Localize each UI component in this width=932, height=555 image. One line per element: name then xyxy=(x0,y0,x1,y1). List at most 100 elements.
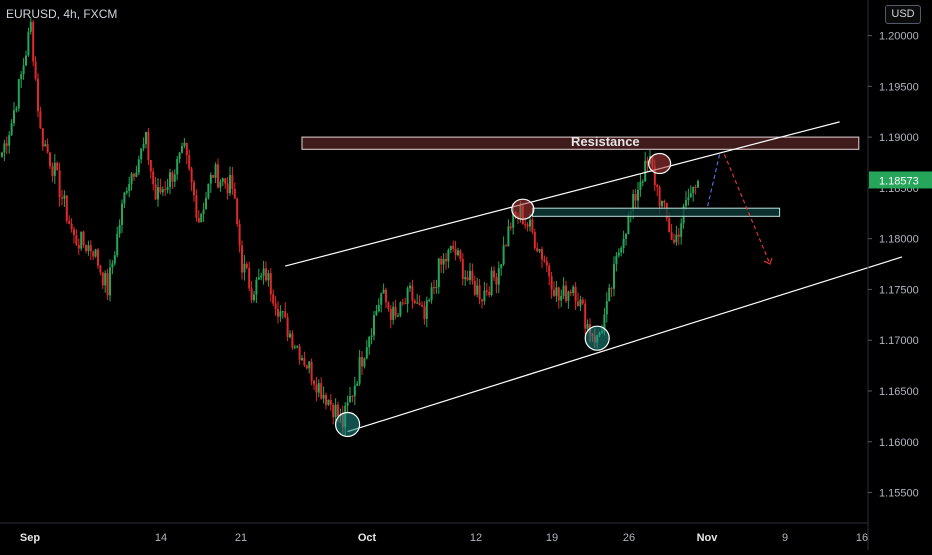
swing-high-marker[interactable] xyxy=(647,152,672,175)
swing-low-marker[interactable] xyxy=(584,325,610,351)
swing-high-marker[interactable] xyxy=(511,198,535,220)
candle-body xyxy=(615,255,618,265)
candle-body xyxy=(461,259,464,280)
candle-body xyxy=(41,128,44,147)
candle-body xyxy=(478,285,481,300)
candle-body xyxy=(471,270,474,281)
candle-body xyxy=(77,244,80,249)
swing-low-marker[interactable] xyxy=(335,411,361,438)
candle-body xyxy=(73,229,75,235)
candle-body xyxy=(224,178,227,184)
y-tick-label: 1.17000 xyxy=(879,335,919,347)
candle-body xyxy=(231,175,234,189)
candle-body xyxy=(34,61,37,79)
candle-body xyxy=(171,172,174,182)
candle-body xyxy=(485,290,488,292)
candle-body xyxy=(413,300,416,304)
candle-body xyxy=(39,111,42,129)
candle-body xyxy=(613,264,615,289)
support-zone[interactable] xyxy=(531,207,781,217)
candle-body xyxy=(82,231,85,245)
candle-body xyxy=(500,264,503,269)
candle-body xyxy=(89,245,92,252)
candle-body xyxy=(332,404,335,418)
candle-body xyxy=(305,365,308,369)
candle-body xyxy=(207,183,210,198)
candle-body xyxy=(346,402,349,406)
candle-body xyxy=(464,277,467,280)
candle-body xyxy=(634,193,637,201)
candle-body xyxy=(545,261,548,266)
candle-body xyxy=(375,311,378,316)
candle-body xyxy=(193,182,195,196)
candle-body xyxy=(262,268,265,276)
candle-body xyxy=(411,285,414,301)
candle-body xyxy=(13,110,15,124)
candle-body xyxy=(680,223,683,237)
candle-body xyxy=(257,277,260,280)
candle-body xyxy=(541,249,543,260)
projection-up-arrow[interactable] xyxy=(707,154,721,207)
candle-body xyxy=(87,245,90,251)
candle-body xyxy=(25,55,27,66)
candle-body xyxy=(27,31,30,56)
candle-body xyxy=(253,294,255,301)
candle-body xyxy=(5,143,8,146)
projection-down-arrow[interactable] xyxy=(723,154,771,265)
candle-body xyxy=(121,203,123,225)
candle-body xyxy=(92,251,95,257)
candle-body xyxy=(248,267,251,289)
candle-body xyxy=(452,245,455,249)
candle-body xyxy=(605,301,608,315)
candle-body xyxy=(154,184,157,200)
candle-body xyxy=(293,346,296,348)
candle-body xyxy=(128,183,131,191)
candle-body xyxy=(181,146,183,153)
channel-upper-line[interactable] xyxy=(285,121,840,267)
candle-body xyxy=(260,275,263,278)
candle-body xyxy=(277,308,279,317)
candle-body xyxy=(555,287,558,296)
candle-body xyxy=(149,160,152,172)
candle-body xyxy=(351,395,354,397)
candle-body xyxy=(370,335,373,337)
candle-body xyxy=(584,303,587,329)
channel-lower-line[interactable] xyxy=(347,256,903,433)
candle-body xyxy=(320,383,323,399)
candle-body xyxy=(653,166,656,186)
candle-body xyxy=(1,152,3,157)
candle-body xyxy=(423,306,426,319)
candle-body xyxy=(195,195,198,218)
candle-body xyxy=(581,299,584,304)
candle-body xyxy=(387,302,390,309)
candle-body xyxy=(526,224,529,227)
resistance-zone[interactable] xyxy=(301,136,860,150)
candle-body xyxy=(32,21,35,62)
candle-body xyxy=(675,234,678,243)
candle-body xyxy=(495,277,498,285)
candle-body xyxy=(668,218,671,233)
x-tick-label: 12 xyxy=(470,532,482,544)
projection-down-arrowhead xyxy=(763,257,773,265)
candle-body xyxy=(385,289,387,303)
candle-body xyxy=(142,143,145,149)
candle-body xyxy=(490,270,493,296)
candle-body xyxy=(337,404,339,416)
candle-body xyxy=(689,193,692,198)
candle-body xyxy=(608,287,611,302)
y-tick-label: 1.20000 xyxy=(879,31,919,43)
candle-body xyxy=(229,175,231,194)
candle-body xyxy=(505,245,507,247)
currency-button[interactable]: USD xyxy=(885,5,921,24)
candle-body xyxy=(217,164,219,188)
candle-body xyxy=(125,190,128,193)
candle-body xyxy=(97,249,99,266)
candle-body xyxy=(46,144,49,153)
candle-body xyxy=(574,286,577,302)
candle-body xyxy=(238,224,241,246)
candle-body xyxy=(637,189,639,201)
candle-body xyxy=(202,209,205,214)
candle-body xyxy=(617,252,620,256)
